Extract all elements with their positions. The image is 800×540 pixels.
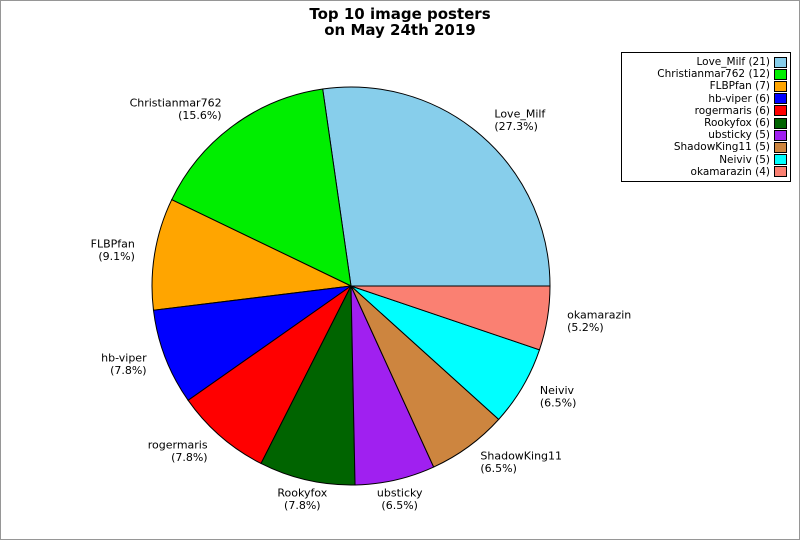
legend-item: Christianmar762 (12) [624, 68, 787, 80]
pie-label-Christianmar762: Christianmar762 (15.6%) [130, 96, 222, 122]
legend-swatch [774, 166, 787, 178]
pie-label-hb-viper: hb-viper (7.8%) [101, 352, 147, 378]
chart-title: Top 10 image posters on May 24th 2019 [1, 6, 799, 38]
legend-item: Rookyfox (6) [624, 117, 787, 129]
legend-item-label: Love_Milf (21) [696, 56, 771, 69]
legend-item: FLBPfan (7) [624, 80, 787, 92]
legend-item: ShadowKing11 (5) [624, 141, 787, 153]
legend-swatch [774, 68, 787, 80]
pie-label-Love_Milf: Love_Milf (27.3%) [494, 108, 546, 134]
pie-slice-hb-viper [152, 285, 352, 402]
legend-item: Love_Milf (21) [624, 56, 787, 68]
legend-item: ubsticky (5) [624, 129, 787, 141]
pie-slice-Rookyfox [260, 285, 356, 486]
pie-label-FLBPfan: FLBPfan (9.1%) [91, 237, 135, 263]
legend-item-label: Neiviv (5) [719, 153, 770, 166]
legend-item: okamarazin (4) [624, 166, 787, 178]
chart-title-line1: Top 10 image posters [309, 5, 491, 23]
legend-swatch [774, 117, 787, 129]
legend-swatch [774, 93, 787, 105]
pie-label-ubsticky: ubsticky (6.5%) [377, 487, 423, 513]
pie-slice-Love_Milf [322, 86, 551, 287]
legend-swatch [774, 141, 787, 153]
pie-label-okamarazin: okamarazin (5.2%) [567, 309, 631, 335]
legend-item-label: FLBPfan (7) [709, 80, 770, 93]
pie-slice-okamarazin [350, 285, 551, 351]
pie-label-Rookyfox: Rookyfox (7.8%) [277, 487, 327, 513]
legend-item-label: ubsticky (5) [708, 129, 770, 142]
legend-swatch [774, 154, 787, 166]
legend-item: Neiviv (5) [624, 154, 787, 166]
pie-label-rogermaris: rogermaris (7.8%) [148, 439, 208, 465]
legend-item: rogermaris (6) [624, 105, 787, 117]
pie-label-Neiviv: Neiviv (6.5%) [540, 384, 577, 410]
legend-item-label: Rookyfox (6) [704, 117, 770, 130]
legend: Love_Milf (21) Christianmar762 (12) FLBPfa… [621, 52, 791, 182]
legend-item-label: Christianmar762 (12) [657, 68, 770, 81]
legend-item-label: hb-viper (6) [708, 92, 770, 105]
pie-slice-FLBPfan [151, 198, 353, 311]
legend-item-label: rogermaris (6) [694, 104, 770, 117]
pie-slice-Christianmar762 [171, 88, 352, 287]
legend-swatch [774, 56, 787, 68]
legend-swatch [774, 105, 787, 117]
pie-slice-rogermaris [187, 285, 352, 465]
legend-item-label: ShadowKing11 (5) [673, 141, 770, 154]
legend-swatch [774, 80, 787, 92]
legend-item: hb-viper (6) [624, 93, 787, 105]
chart-title-line2: on May 24th 2019 [324, 21, 476, 39]
legend-item-label: okamarazin (4) [690, 165, 770, 178]
legend-swatch [774, 129, 787, 141]
pie-label-ShadowKing11: ShadowKing11 (6.5%) [480, 450, 562, 476]
